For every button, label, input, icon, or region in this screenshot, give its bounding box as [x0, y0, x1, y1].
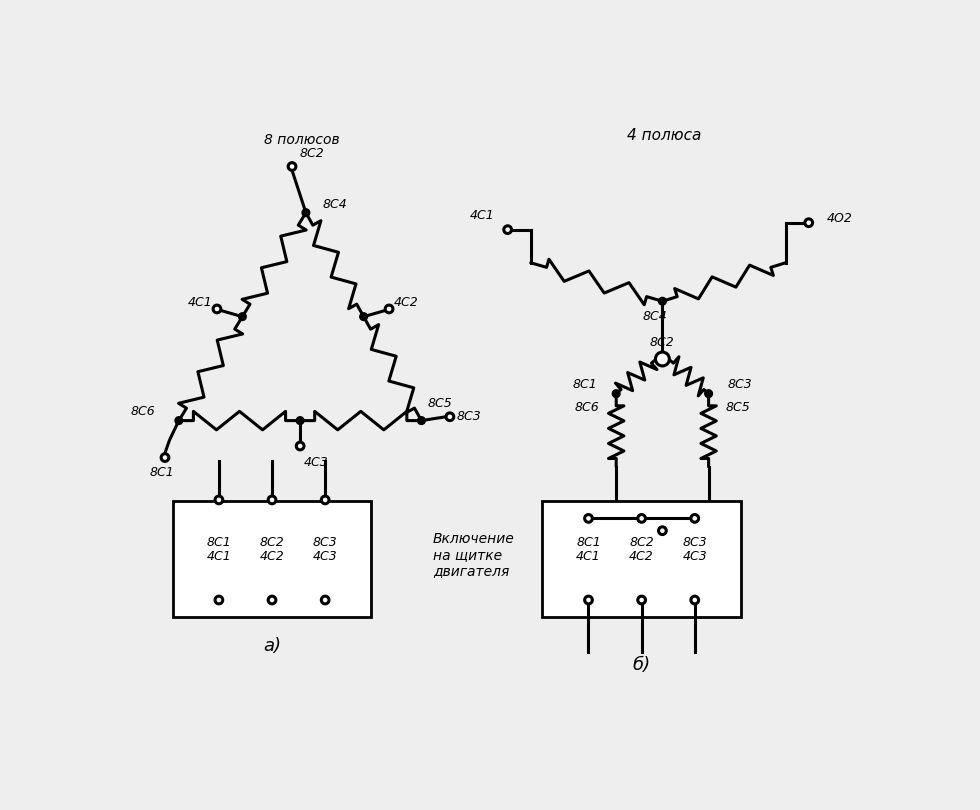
Circle shape: [269, 596, 276, 604]
Circle shape: [417, 417, 425, 424]
Circle shape: [446, 413, 454, 420]
Circle shape: [585, 514, 592, 522]
Text: 8С3: 8С3: [313, 535, 337, 548]
Text: 8С3: 8С3: [457, 410, 481, 424]
Circle shape: [612, 390, 620, 398]
Circle shape: [638, 596, 646, 604]
Circle shape: [296, 417, 304, 424]
Circle shape: [215, 496, 222, 504]
Circle shape: [638, 514, 646, 522]
Text: 8С3: 8С3: [682, 535, 708, 548]
Circle shape: [659, 526, 666, 535]
Circle shape: [161, 454, 169, 462]
Text: б): б): [632, 655, 651, 674]
Circle shape: [659, 297, 666, 305]
Text: 8С3: 8С3: [728, 378, 753, 391]
Text: 8 полюсов: 8 полюсов: [265, 133, 340, 147]
Text: 8С5: 8С5: [427, 397, 453, 410]
Text: 8С5: 8С5: [725, 401, 751, 414]
Text: 8С1: 8С1: [576, 535, 601, 548]
Text: Включение
на щитке
двигателя: Включение на щитке двигателя: [433, 532, 514, 578]
Text: 4С1: 4С1: [576, 550, 601, 563]
Circle shape: [691, 596, 699, 604]
Text: 4 полюса: 4 полюса: [627, 128, 701, 143]
Text: 4С1: 4С1: [469, 209, 495, 222]
Text: а): а): [263, 637, 281, 655]
Bar: [172, 501, 371, 617]
Bar: [542, 501, 741, 617]
Text: 8С1: 8С1: [150, 467, 174, 480]
Circle shape: [215, 596, 222, 604]
Circle shape: [302, 209, 310, 216]
Text: 8С4: 8С4: [642, 310, 667, 323]
Text: 4С3: 4С3: [666, 541, 691, 554]
Circle shape: [705, 390, 712, 398]
Text: 4С1: 4С1: [207, 550, 231, 563]
Circle shape: [504, 226, 512, 233]
Text: 8С2: 8С2: [300, 147, 324, 160]
Circle shape: [213, 305, 220, 313]
Text: 4С2: 4С2: [629, 550, 654, 563]
Circle shape: [656, 352, 669, 366]
Circle shape: [691, 514, 699, 522]
Circle shape: [288, 163, 296, 170]
Circle shape: [805, 219, 812, 227]
Text: 4О2: 4О2: [826, 212, 853, 225]
Text: 8С6: 8С6: [131, 405, 156, 418]
Circle shape: [296, 442, 304, 450]
Text: 4С2: 4С2: [394, 296, 418, 309]
Circle shape: [321, 496, 329, 504]
Text: 8С4: 8С4: [322, 198, 348, 211]
Text: 8С2: 8С2: [629, 535, 654, 548]
Text: 4С3: 4С3: [313, 550, 337, 563]
Text: 8С1: 8С1: [207, 535, 231, 548]
Text: 8С1: 8С1: [572, 378, 597, 391]
Text: 8С6: 8С6: [574, 401, 600, 414]
Circle shape: [175, 417, 182, 424]
Circle shape: [360, 313, 368, 321]
Text: 4С3: 4С3: [304, 457, 328, 470]
Circle shape: [238, 313, 246, 321]
Circle shape: [385, 305, 393, 313]
Text: 4С1: 4С1: [187, 296, 213, 309]
Text: 4С2: 4С2: [260, 550, 284, 563]
Circle shape: [269, 496, 276, 504]
Text: 8С2: 8С2: [650, 335, 675, 348]
Circle shape: [585, 596, 592, 604]
Circle shape: [321, 596, 329, 604]
Text: 4С3: 4С3: [682, 550, 708, 563]
Text: 8С2: 8С2: [260, 535, 284, 548]
